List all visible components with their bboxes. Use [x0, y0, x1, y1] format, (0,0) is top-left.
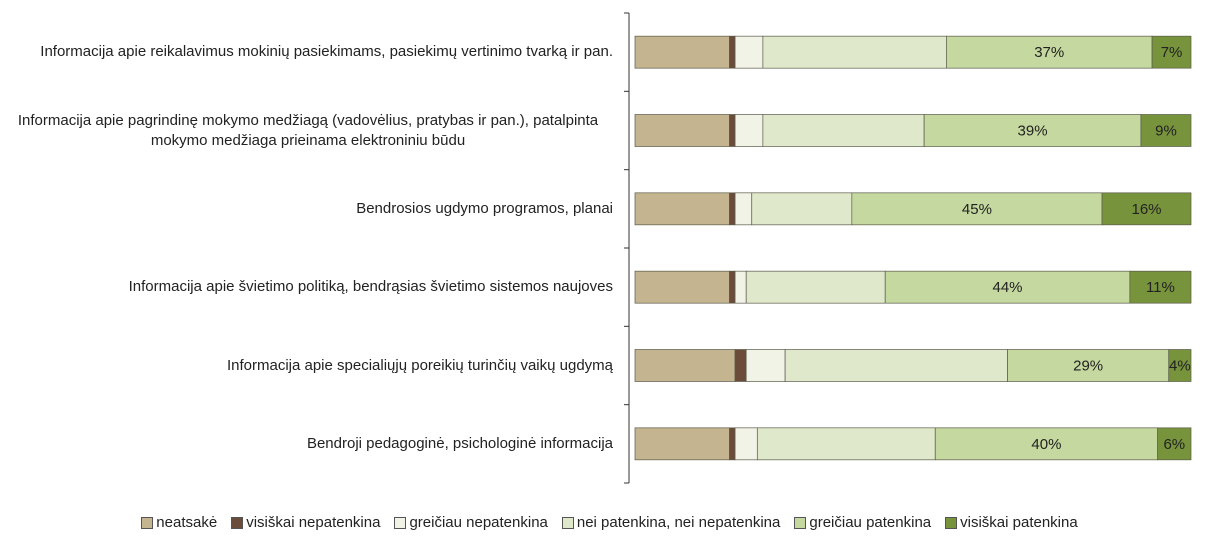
legend-swatch	[231, 516, 244, 529]
bar-segment	[745, 270, 886, 304]
category-label: Informacija apie pagrindinę mokymo medži…	[3, 111, 613, 151]
bar-segment	[1168, 349, 1192, 382]
legend-item: visiškai patenkina	[945, 514, 1078, 531]
data-label: 40%	[1031, 436, 1061, 453]
bar-segment	[1151, 35, 1192, 69]
bar-segment	[734, 114, 764, 147]
data-label: 7%	[1161, 44, 1183, 61]
bar-segment	[634, 349, 736, 382]
data-label: 4%	[1169, 357, 1191, 374]
bar-segment	[734, 270, 747, 304]
category-text: Bendrosios ugdymo programos, planai	[356, 199, 613, 217]
data-label: 44%	[993, 279, 1023, 296]
data-label: 16%	[1132, 201, 1162, 218]
bar-segment	[784, 349, 1008, 382]
bar-segment	[934, 427, 1158, 461]
legend-item: greičiau patenkina	[794, 514, 931, 531]
bar-segment	[1140, 114, 1192, 147]
legend-label: greičiau nepatenkina	[409, 514, 548, 531]
data-label: 11%	[1146, 279, 1175, 296]
legend-swatch	[394, 516, 407, 529]
data-label: 39%	[1018, 122, 1048, 139]
bar-segment	[634, 270, 730, 304]
data-label: 45%	[962, 201, 992, 218]
legend-swatch	[141, 516, 154, 529]
legend: neatsakė visiškai nepatenkina greičiau nep…	[0, 514, 1219, 531]
category-label: Bendroji pedagoginė, psichologinė inform…	[3, 434, 613, 454]
bar-segment	[634, 427, 730, 461]
category-text: Informacija apie specialiųjų poreikių tu…	[226, 356, 613, 374]
legend-swatch	[794, 516, 807, 529]
bar-segment	[1101, 192, 1192, 226]
bar-segment	[745, 349, 786, 382]
legend-swatch	[561, 516, 574, 529]
bar-segment	[729, 114, 736, 147]
bar-segment	[734, 349, 747, 382]
bar-segment	[634, 192, 730, 226]
legend-label: visiškai patenkina	[960, 514, 1078, 531]
legend-label: neatsakė	[156, 514, 218, 531]
legend-item: neatsakė	[141, 514, 217, 531]
bar-segment	[734, 35, 764, 69]
bar-segment	[734, 427, 758, 461]
bar-segment	[729, 270, 736, 304]
legend-label: visiškai nepatenkina	[246, 514, 381, 531]
category-label: Informacija apie švietimo politiką, bend…	[3, 277, 613, 297]
data-label: 9%	[1155, 122, 1177, 139]
bar-segment	[946, 35, 1153, 69]
bar-segment	[634, 35, 730, 69]
bar-segment	[729, 35, 736, 69]
bar-segment	[734, 192, 753, 226]
legend-item: nei patenkina, nei nepatenkina	[561, 514, 781, 531]
bar-segment	[762, 114, 925, 147]
category-label: Bendrosios ugdymo programos, planai	[3, 199, 613, 219]
legend-label: greičiau patenkina	[809, 514, 932, 531]
legend-label: nei patenkina, nei nepatenkina	[576, 514, 781, 531]
bar-segment	[634, 114, 730, 147]
legend-item: greičiau nepatenkina	[394, 514, 548, 531]
data-label: 37%	[1034, 44, 1064, 61]
bar-segment	[762, 35, 947, 69]
legend-swatch	[945, 516, 958, 529]
category-text: Informacija apie reikalavimus mokinių pa…	[40, 43, 613, 61]
bar-segment	[1129, 270, 1192, 304]
bar-segment	[1007, 349, 1170, 382]
bar-segment	[1157, 427, 1192, 461]
bar-segment	[751, 192, 853, 226]
category-label: Informacija apie specialiųjų poreikių tu…	[3, 356, 613, 376]
data-label: 29%	[1073, 357, 1103, 374]
category-text: Informacija apie švietimo politiką, bend…	[128, 278, 613, 296]
bar-segment	[756, 427, 936, 461]
data-label: 6%	[1163, 436, 1185, 453]
category-text: Bendroji pedagoginė, psichologinė inform…	[306, 434, 613, 452]
legend-item: visiškai nepatenkina	[231, 514, 380, 531]
category-label: Informacija apie reikalavimus mokinių pa…	[3, 42, 613, 62]
bar-segment	[729, 427, 736, 461]
category-text: Informacija apie pagrindinę mokymo medži…	[17, 111, 599, 149]
bar-segment	[884, 270, 1131, 304]
bar-segment	[729, 192, 736, 226]
